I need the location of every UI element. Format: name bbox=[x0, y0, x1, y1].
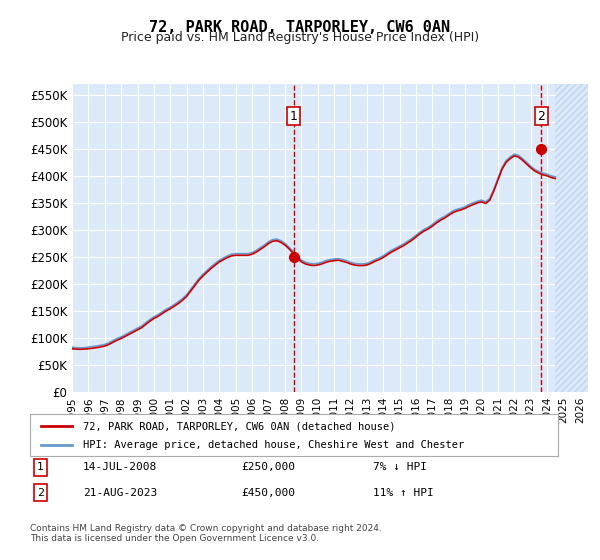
Text: £250,000: £250,000 bbox=[241, 463, 295, 473]
Text: 72, PARK ROAD, TARPORLEY, CW6 0AN: 72, PARK ROAD, TARPORLEY, CW6 0AN bbox=[149, 20, 451, 35]
Text: Contains HM Land Registry data © Crown copyright and database right 2024.
This d: Contains HM Land Registry data © Crown c… bbox=[30, 524, 382, 543]
Text: 1: 1 bbox=[37, 463, 44, 473]
Bar bbox=[555, 84, 588, 392]
Text: £450,000: £450,000 bbox=[241, 488, 295, 498]
Text: HPI: Average price, detached house, Cheshire West and Chester: HPI: Average price, detached house, Ches… bbox=[83, 440, 464, 450]
Text: 2: 2 bbox=[538, 110, 545, 123]
Text: 11% ↑ HPI: 11% ↑ HPI bbox=[373, 488, 434, 498]
Text: 72, PARK ROAD, TARPORLEY, CW6 0AN (detached house): 72, PARK ROAD, TARPORLEY, CW6 0AN (detac… bbox=[83, 421, 395, 431]
Text: 21-AUG-2023: 21-AUG-2023 bbox=[83, 488, 157, 498]
Text: 7% ↓ HPI: 7% ↓ HPI bbox=[373, 463, 427, 473]
Text: 14-JUL-2008: 14-JUL-2008 bbox=[83, 463, 157, 473]
Text: Price paid vs. HM Land Registry's House Price Index (HPI): Price paid vs. HM Land Registry's House … bbox=[121, 31, 479, 44]
Text: 2: 2 bbox=[37, 488, 44, 498]
Text: 1: 1 bbox=[290, 110, 298, 123]
